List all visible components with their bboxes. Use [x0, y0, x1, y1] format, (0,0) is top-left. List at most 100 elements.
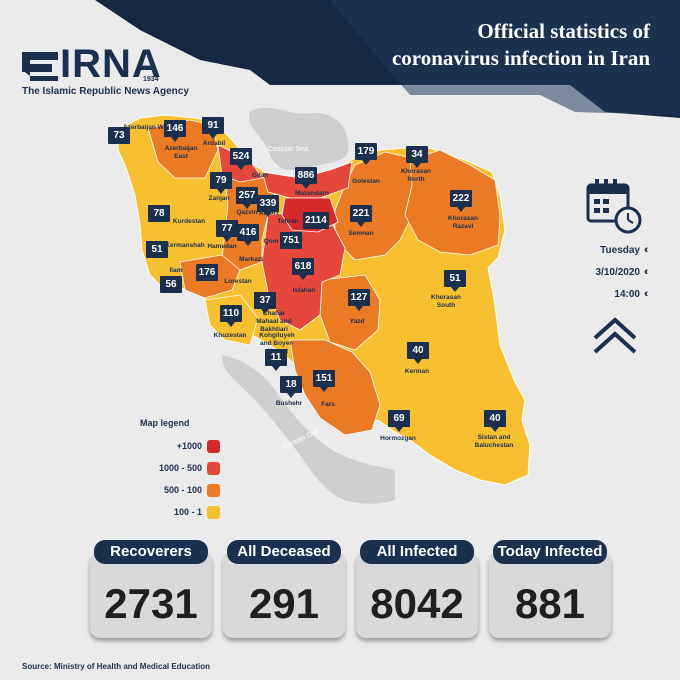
province-marker[interactable]: 77	[216, 220, 238, 242]
province-name: Alborz	[258, 210, 280, 217]
marker-pointer	[243, 204, 251, 209]
caspian-sea	[248, 107, 349, 170]
marker-pointer	[237, 165, 245, 170]
province-name: Kurdestan	[172, 218, 206, 225]
marker-pointer	[357, 222, 365, 227]
province-marker[interactable]: 110	[220, 305, 242, 327]
marker-pointer	[320, 387, 328, 392]
province-count: 524	[230, 148, 252, 165]
province-count: 73	[108, 127, 130, 144]
caspian-sea-label: Caspian Sea	[268, 146, 309, 153]
province-name: Hormozgan	[380, 435, 416, 442]
province-count: 179	[355, 143, 377, 160]
province-name: Mazandarn	[295, 190, 329, 197]
province-marker[interactable]: 34	[406, 146, 428, 168]
province-count: 2114	[303, 212, 329, 229]
province-count: 69	[388, 410, 410, 427]
province-marker[interactable]: 222	[450, 190, 472, 212]
province-name: Chahar Mahaal and Bakhtiari	[256, 310, 292, 333]
province-marker[interactable]: 40	[407, 342, 429, 364]
province-marker[interactable]: 79	[210, 172, 232, 194]
province-name: Isfahan	[292, 287, 316, 294]
province-marker[interactable]: 40	[484, 410, 506, 432]
stat-box	[489, 552, 611, 638]
marker-pointer	[223, 237, 231, 242]
title-line-1: Official statistics of	[477, 19, 650, 43]
marker-pointer	[355, 306, 363, 311]
province-marker[interactable]: 618	[292, 258, 314, 280]
stat-label: All Deceased	[227, 540, 341, 564]
stat-label: All Infected	[360, 540, 474, 564]
province-name: Lorestan	[224, 278, 252, 285]
province-name: Sistan and Baluchestan	[474, 434, 514, 449]
province-count: 618	[292, 258, 314, 275]
date-time: 14:00 ‹‹	[614, 288, 649, 300]
legend-title: Map legend	[140, 418, 190, 428]
marker-pointer	[217, 189, 225, 194]
province-marker[interactable]: 151	[313, 370, 335, 392]
marker-pointer	[171, 137, 179, 142]
province-count: 146	[164, 120, 186, 137]
legend-label: 100 - 1	[173, 507, 202, 517]
marker-pointer	[491, 427, 499, 432]
province-count: 257	[236, 187, 258, 204]
stat-box	[356, 552, 478, 638]
province-marker[interactable]: 176	[196, 264, 218, 281]
legend-label: 1000 - 500	[158, 463, 202, 473]
province-name: Zanjan	[208, 195, 230, 202]
province-count: 222	[450, 190, 472, 207]
province-count: 18	[280, 376, 302, 393]
stat-all-deceased: All Deceased 291	[223, 540, 345, 640]
province-name: Khorasan Razavi	[448, 215, 478, 230]
province-marker[interactable]: 51	[444, 270, 466, 292]
marker-pointer	[362, 160, 370, 165]
province-name: Azerbaijan East	[164, 145, 198, 160]
province-count: 56	[160, 276, 182, 293]
province-count: 34	[406, 146, 428, 163]
province-count: 176	[196, 264, 218, 281]
province-name: Tehran	[277, 218, 299, 225]
province-marker[interactable]: 127	[348, 289, 370, 311]
legend-swatch	[207, 462, 220, 475]
province-name: Qazvin	[236, 209, 258, 216]
province-marker[interactable]: 221	[350, 205, 372, 227]
logo-tagline: The Islamic Republic News Agency	[22, 86, 189, 97]
province-marker[interactable]: 51	[146, 241, 168, 258]
province-marker[interactable]: 339	[257, 195, 279, 217]
marker-pointer	[457, 207, 465, 212]
province-count: 40	[407, 342, 429, 359]
province-marker[interactable]: 179	[355, 143, 377, 165]
stat-value: 2731	[104, 580, 198, 627]
date-time-text: 14:00	[614, 289, 640, 300]
province-marker[interactable]: 257	[236, 187, 258, 209]
province-count: 751	[280, 232, 302, 249]
stat-value: 8042	[370, 580, 464, 627]
province-marker[interactable]: 524	[230, 148, 252, 170]
province-name: Qom	[263, 238, 279, 245]
page-title: Official statistics of coronavirus infec…	[290, 18, 650, 72]
province-name: Azerbaijan West	[123, 124, 174, 131]
province-marker[interactable]: 886	[295, 167, 317, 189]
province-marker[interactable]: 56	[160, 276, 182, 293]
province-marker[interactable]: 69	[388, 410, 410, 432]
marker-pointer	[227, 322, 235, 327]
province-marker[interactable]: 91	[202, 117, 224, 139]
province-name: Gilan	[252, 172, 269, 179]
province-marker[interactable]: 73	[108, 127, 130, 144]
legend-item: 500 - 100	[140, 484, 220, 498]
chevron-left-icon: ‹‹	[644, 288, 649, 300]
province-name: Ilam	[169, 267, 183, 274]
province-name: Semnan	[348, 230, 374, 237]
province-marker[interactable]: 416	[237, 224, 259, 246]
province-marker[interactable]: 2114	[303, 212, 329, 229]
stat-today-infected: Today Infected 881	[489, 540, 611, 640]
province-marker[interactable]: 18	[280, 376, 302, 398]
province-marker[interactable]: 146	[164, 120, 186, 142]
legend-label: 500 - 100	[163, 485, 202, 495]
province-marker[interactable]: 37	[254, 292, 276, 314]
province-marker[interactable]: 11	[265, 349, 287, 371]
province-marker[interactable]: 78	[148, 205, 170, 222]
province-count: 51	[444, 270, 466, 287]
province-marker[interactable]: 751	[280, 232, 302, 249]
